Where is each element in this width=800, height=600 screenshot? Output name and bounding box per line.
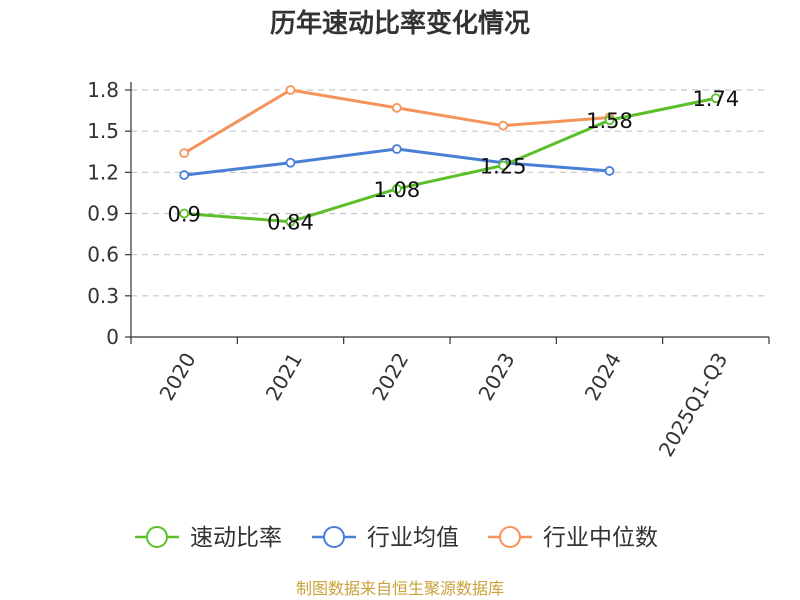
x-tick-label: 2025Q1-Q3 [654,349,733,461]
data-point [710,93,721,104]
legend: 速动比率 行业均值 行业中位数 [135,525,658,551]
data-label: 1.25 [480,154,527,178]
y-tick-label: 1.2 [87,160,119,184]
x-tick-label: 2020 [154,349,200,405]
legend-marker [146,526,168,548]
y-tick-label: 0 [106,325,119,349]
y-axis-ticks: 0 0.3 0.6 0.9 1.2 1.5 1.8 [87,78,131,349]
x-tick-label: 2022 [367,349,413,405]
x-tick-label: 2023 [473,348,519,404]
series-line [183,88,610,155]
data-label: 1.58 [586,109,633,133]
data-point [391,102,402,113]
data-point [285,157,296,168]
x-tick-label: 2024 [580,349,626,405]
data-point [604,115,615,126]
y-tick-label: 1.5 [87,119,119,143]
legend-label: 行业均值 [367,525,459,551]
y-tick-label: 1.8 [87,78,119,102]
legend-marker [499,526,521,548]
data-point [285,216,296,227]
data-label: 1.08 [373,178,420,202]
legend-marker [323,526,345,548]
data-point [498,120,509,131]
data-point [179,170,190,180]
y-tick-label: 0.9 [87,202,119,226]
y-tick-label: 0.3 [87,284,119,308]
data-point [179,148,190,159]
data-label: 0.84 [267,211,314,235]
chart-title: 历年速动比率变化情况 [270,8,530,39]
y-tick-label: 0.6 [87,243,119,267]
axes [130,82,769,338]
legend-label: 速动比率 [190,525,282,551]
data-point [391,183,402,194]
data-point [285,85,296,95]
data-point [179,208,190,219]
data-point [391,144,402,154]
legend-label: 行业中位数 [543,525,658,551]
data-point [604,166,615,176]
source-note: 制图数据来自恒生聚源数据库 [296,579,504,598]
data-point [498,160,509,171]
grid-lines [131,89,769,297]
series-line [184,96,717,224]
x-axis-ticks: 2020 2021 2022 2023 2024 2025Q1-Q3 [130,337,770,461]
data-labels: 0.9 0.84 1.08 1.25 1.58 1.74 [167,87,739,235]
data-label: 1.74 [692,87,739,111]
series-lines [179,85,721,227]
data-label: 0.9 [167,203,200,227]
x-tick-label: 2021 [261,349,307,405]
